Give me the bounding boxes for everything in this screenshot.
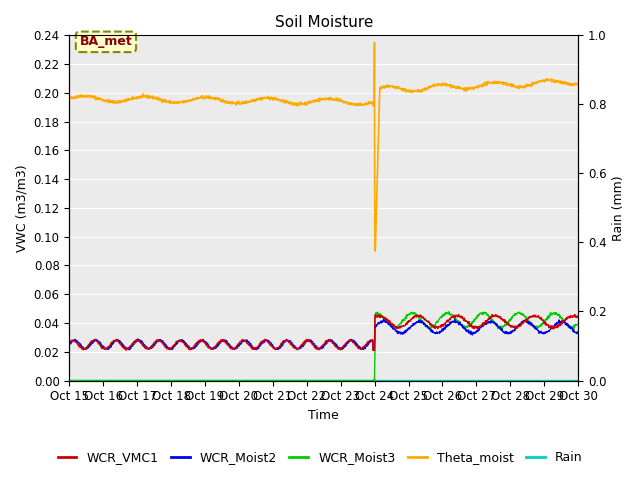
Title: Soil Moisture: Soil Moisture — [275, 15, 373, 30]
X-axis label: Time: Time — [308, 409, 339, 422]
Y-axis label: VWC (m3/m3): VWC (m3/m3) — [15, 164, 28, 252]
Legend: WCR_VMC1, WCR_Moist2, WCR_Moist3, Theta_moist, Rain: WCR_VMC1, WCR_Moist2, WCR_Moist3, Theta_… — [52, 446, 588, 469]
Y-axis label: Rain (mm): Rain (mm) — [612, 175, 625, 241]
Text: BA_met: BA_met — [79, 36, 132, 48]
